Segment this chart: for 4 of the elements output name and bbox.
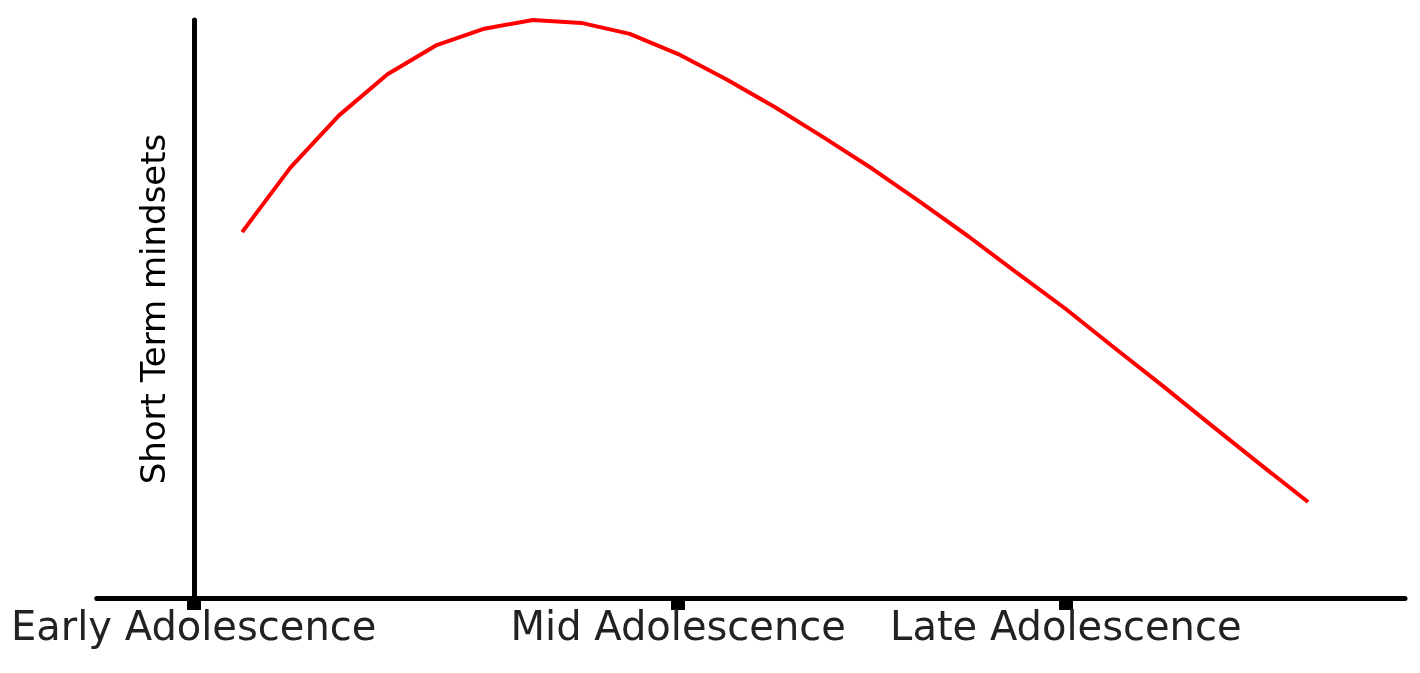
y-axis-title: Short Term mindsets	[133, 133, 174, 485]
x-tick-label: Mid Adolescence	[510, 603, 846, 649]
x-tick-label: Late Adolescence	[890, 603, 1242, 649]
x-tick-label: Early Adolescence	[11, 603, 377, 649]
